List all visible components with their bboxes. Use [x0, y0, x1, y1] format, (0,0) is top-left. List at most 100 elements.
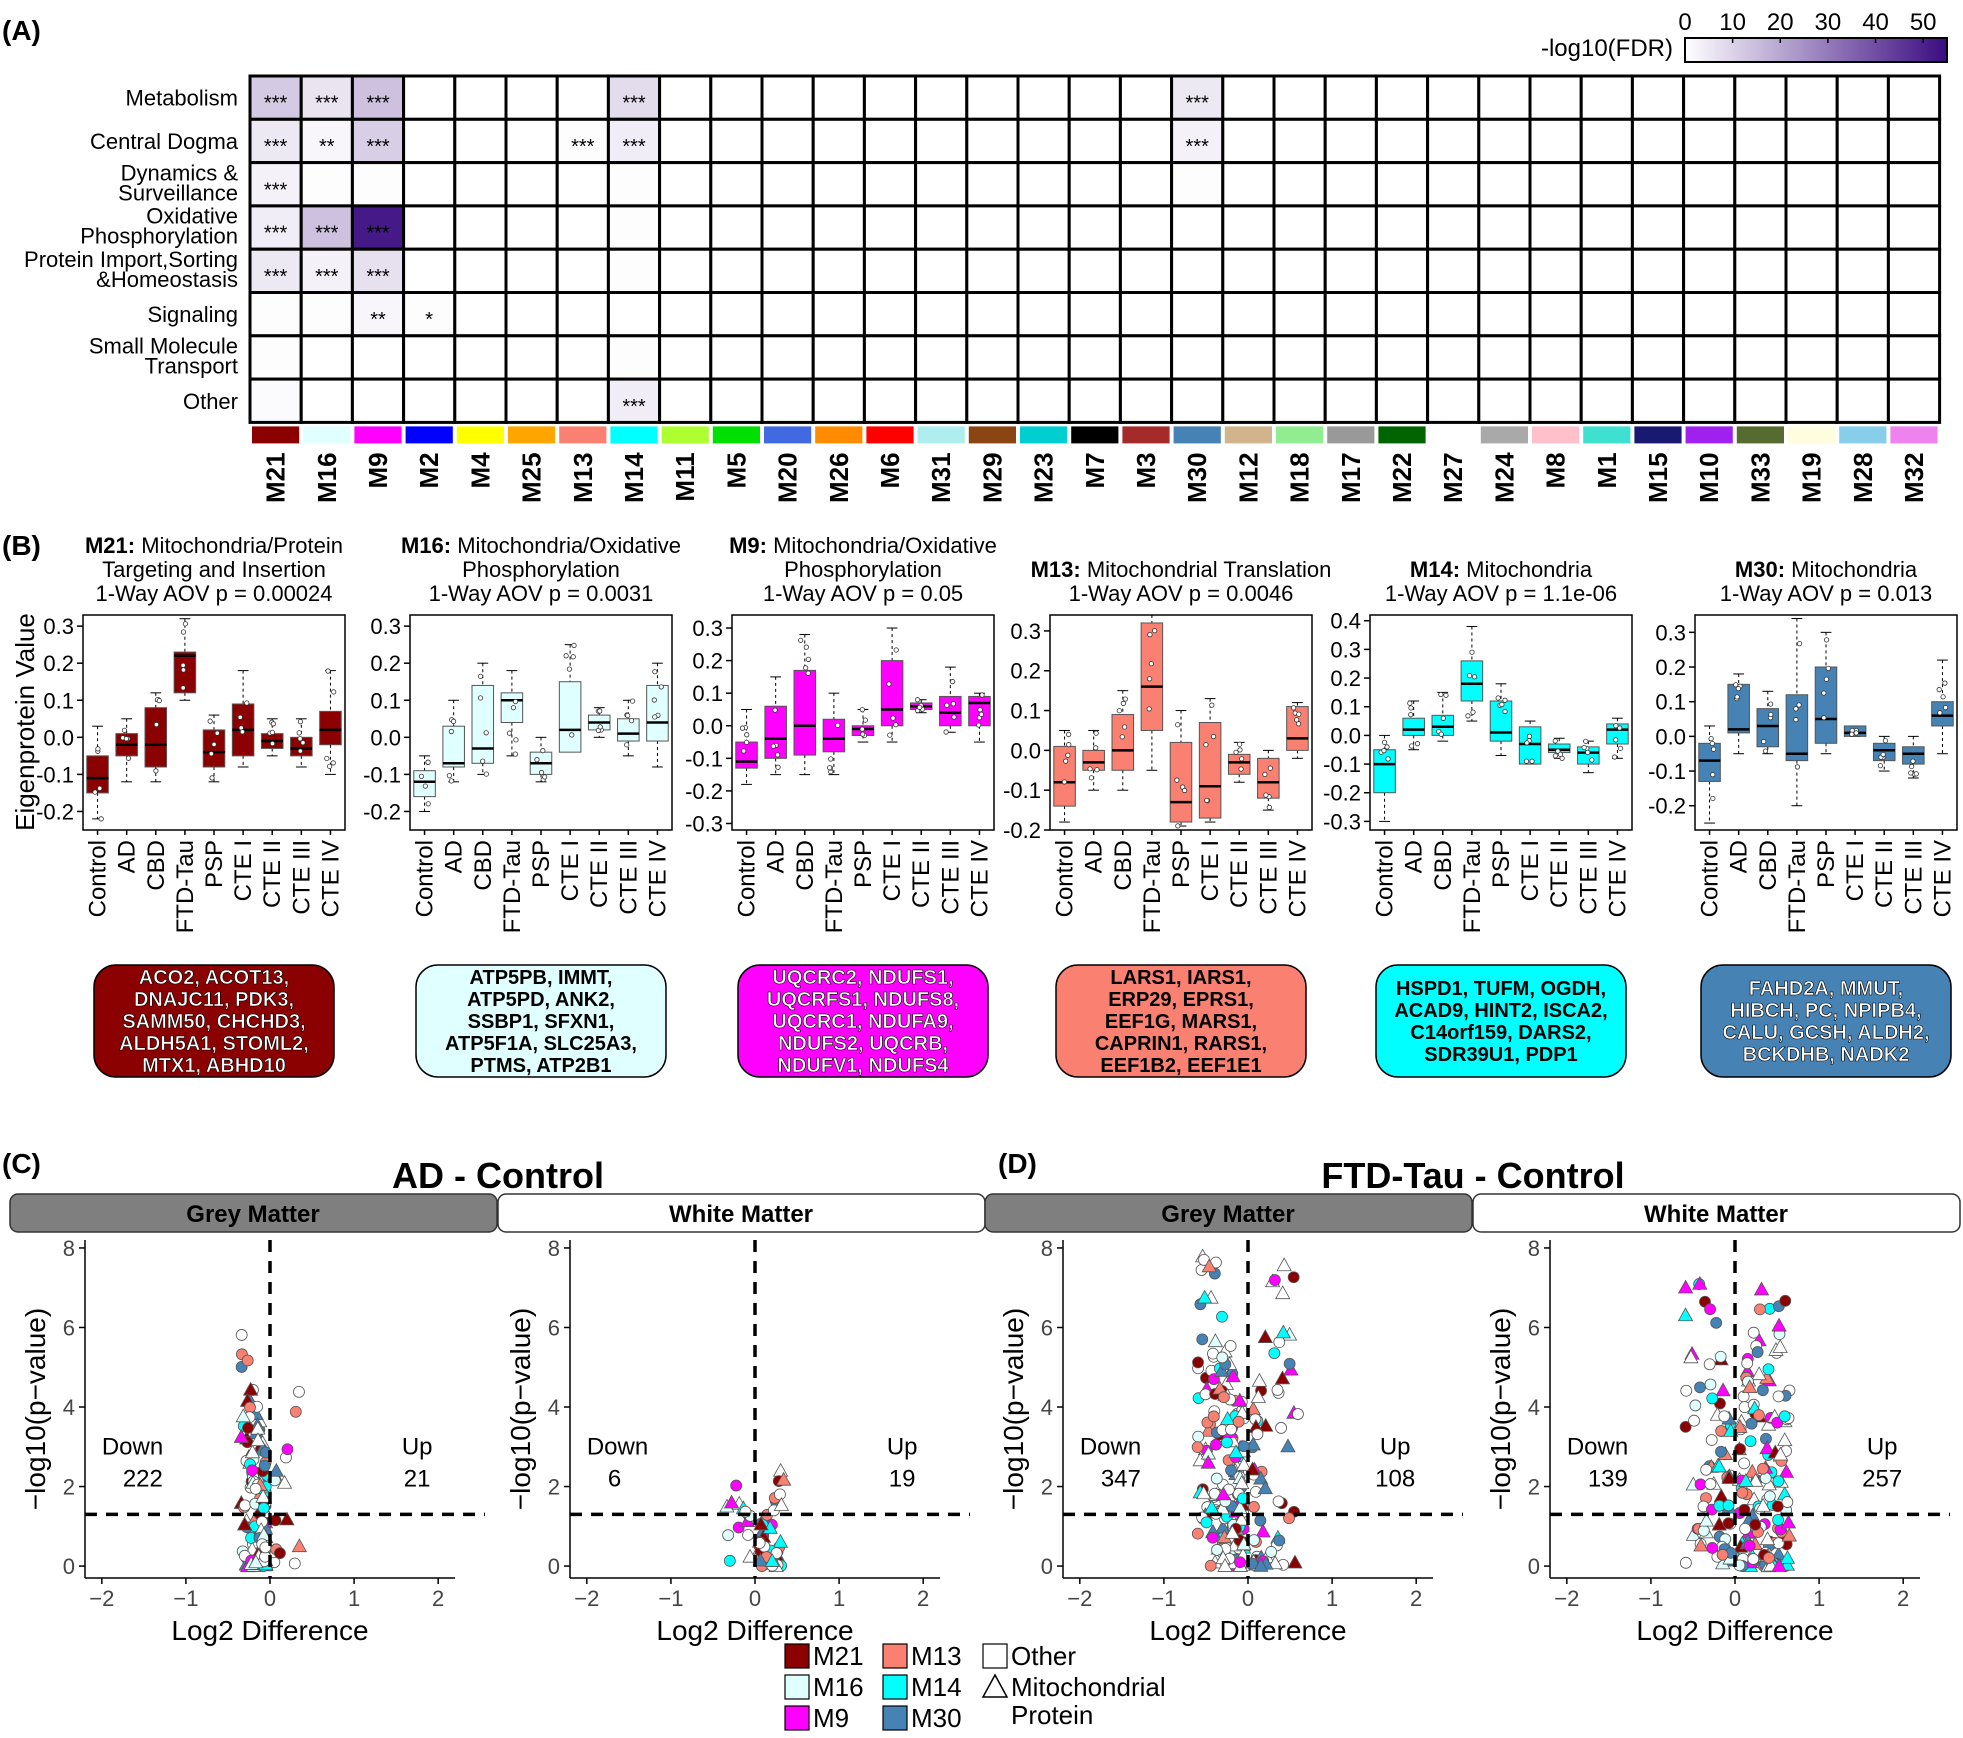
heatmap-cell [1528, 291, 1583, 338]
boxplot-point [624, 742, 630, 748]
gene-list-line: NDUFS2, UQCRB, [778, 1033, 948, 1055]
volcano-up-count: 19 [889, 1466, 916, 1493]
heatmap-cell [965, 377, 1020, 424]
boxplot-point [237, 714, 243, 720]
heatmap-cell [914, 161, 969, 208]
heatmap-cell [1886, 74, 1942, 121]
volcano-point [1274, 1370, 1291, 1385]
boxplot-x-tick-label: CTE III [1900, 840, 1927, 915]
volcano-y-tick-label: 6 [548, 1315, 560, 1340]
boxplot-box [1727, 683, 1750, 734]
boxplot-y-tick-label: 0.3 [1330, 637, 1361, 662]
volcano-point [1224, 1340, 1237, 1352]
heatmap-significance-stars: ** [370, 309, 386, 331]
heatmap-cell [1682, 247, 1737, 294]
volcano-y-tick-label: 6 [1528, 1315, 1540, 1340]
volcano-x-axis-title: Log2 Difference [656, 1615, 853, 1646]
heatmap-cell [1733, 204, 1788, 251]
heatmap-cell [862, 291, 918, 338]
volcano-x-tick-label: −1 [1638, 1586, 1663, 1611]
boxplot-point [425, 759, 431, 765]
volcano-y-tick-label: 2 [1041, 1475, 1053, 1500]
boxplot-point [772, 707, 778, 713]
heatmap-cell [1323, 247, 1378, 294]
volcano-y-tick-label: 8 [63, 1236, 75, 1261]
boxplot-x-tick-label: CTE IV [1284, 840, 1311, 917]
gene-list-box [1055, 964, 1307, 1078]
boxplot-point [483, 730, 489, 736]
volcano-point [1225, 1464, 1237, 1477]
volcano-point [1679, 1420, 1692, 1433]
volcano-x-tick-label: 2 [1410, 1586, 1422, 1611]
heatmap-cell [1272, 334, 1327, 381]
volcano-point [1710, 1316, 1723, 1329]
boxplot-x-tick-label: Control [1697, 840, 1724, 917]
heatmap-cell [1733, 117, 1788, 165]
heatmap-cell [402, 334, 457, 381]
boxplot-y-axis-title: Eigenprotein Value [10, 613, 40, 831]
volcano-point [1192, 1430, 1205, 1443]
heatmap-cell [760, 161, 815, 208]
boxplot-point [1438, 691, 1444, 698]
volcano-point [722, 1529, 735, 1542]
boxplot-module-name: M13: [1031, 557, 1087, 582]
boxplot-point [1266, 804, 1272, 810]
boxplot-x-tick-label: PSP [1813, 840, 1840, 888]
boxplot-point [597, 724, 603, 730]
volcano-y-tick-label: 0 [63, 1554, 75, 1579]
module-color-swatch [354, 426, 402, 444]
volcano-point [1253, 1557, 1269, 1572]
boxplot-point [1093, 745, 1099, 751]
volcano-point [236, 1516, 253, 1531]
volcano-point [723, 1554, 736, 1567]
module-color-swatch [508, 426, 556, 444]
module-label: M20 [773, 452, 803, 503]
heatmap-row-label: Oxidative [146, 204, 238, 229]
volcano-point [1224, 1524, 1241, 1539]
volcano-point [1248, 1534, 1260, 1547]
gene-list-line: ATP5F1A, SLC25A3, [445, 1033, 637, 1055]
boxplot-point [1148, 661, 1154, 667]
heatmap-cell [658, 247, 713, 294]
module-label: M4 [465, 452, 495, 489]
boxplot-point [97, 785, 103, 791]
heatmap-cell [1016, 161, 1071, 208]
heatmap-cell [658, 74, 713, 121]
boxplot-module-name: M30: [1735, 557, 1791, 582]
boxplot-point [1942, 680, 1948, 686]
volcano-point [1191, 1441, 1204, 1454]
heatmap-cell [1579, 247, 1634, 294]
heatmap-significance-stars: *** [366, 223, 390, 245]
heatmap-cell [965, 334, 1020, 381]
heatmap-significance-stars: *** [315, 93, 339, 115]
boxplot-point [480, 758, 486, 764]
heatmap-cell [1170, 334, 1225, 381]
heatmap-significance-stars: *** [622, 136, 646, 158]
legend-swatch [882, 1674, 908, 1700]
volcano-point [244, 1401, 256, 1414]
boxplot-point [1710, 772, 1716, 778]
heatmap-row-label: Transport [145, 353, 238, 378]
boxplot-y-tick-label: 0.1 [370, 688, 401, 713]
heatmap-cell [555, 334, 610, 381]
heatmap-cell [914, 247, 969, 294]
boxplot-point [887, 732, 893, 738]
boxplot-point [1495, 695, 1501, 701]
gene-list-line: LARS1, IARS1, [1110, 967, 1251, 989]
boxplot-point [208, 751, 214, 757]
boxplot-point [1237, 741, 1243, 747]
heatmap-row-label: Metabolism [126, 86, 238, 111]
boxplot-box [1082, 749, 1105, 771]
volcano-x-tick-label: 0 [264, 1586, 276, 1611]
boxplot-point [1612, 754, 1618, 760]
boxplot-point [540, 748, 546, 754]
heatmap-cell [862, 74, 918, 121]
volcano-x-axis-title: Log2 Difference [1149, 1615, 1346, 1646]
heatmap-cell [350, 117, 406, 165]
heatmap-cell [1733, 161, 1788, 208]
heatmap-cell [1067, 247, 1122, 294]
boxplot-y-tick-label: 0.1 [1010, 699, 1041, 724]
boxplot-y-tick-label: -0.2 [1003, 818, 1041, 843]
boxplot-point [1438, 731, 1444, 737]
boxplot-point [297, 736, 303, 742]
